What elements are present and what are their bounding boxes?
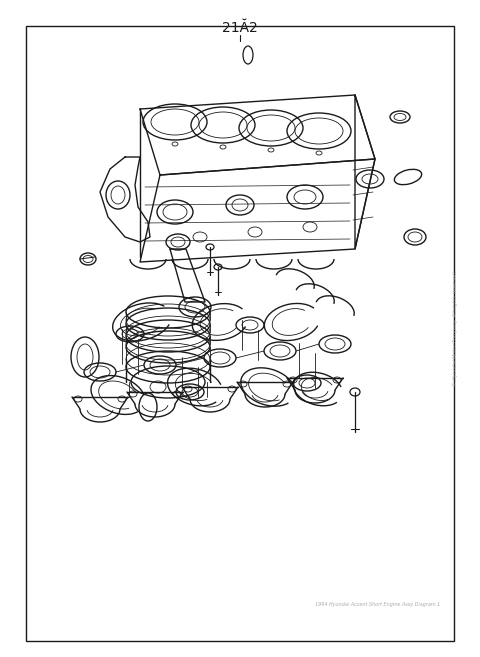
Bar [26, 26, 454, 641]
Text: 1994 Hyundai Accent Short Engine Assy Diagram 1: 1994 Hyundai Accent Short Engine Assy Di… [315, 602, 440, 607]
Text: © Hyundai Motor Company. All rights reserved.: © Hyundai Motor Company. All rights rese… [452, 271, 458, 386]
Text: 21Ă2: 21Ă2 [222, 21, 258, 35]
